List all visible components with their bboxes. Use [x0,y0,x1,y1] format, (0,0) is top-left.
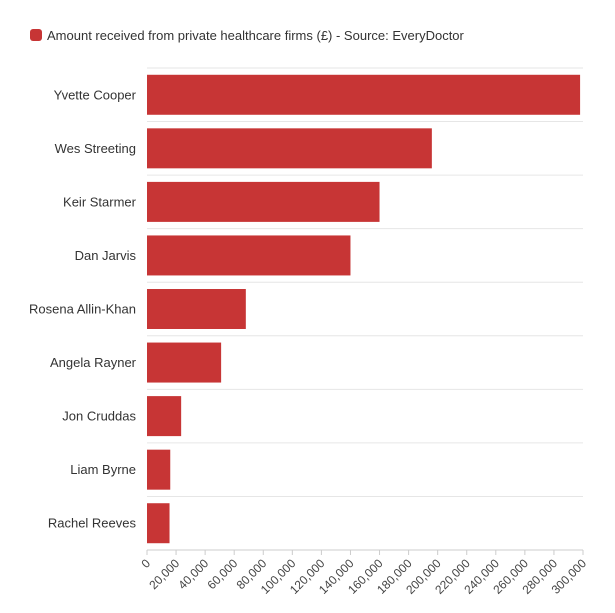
category-label: Wes Streeting [55,141,136,156]
bar [147,449,171,490]
x-tick-label: 60,000 [204,556,240,592]
x-tick-label: 40,000 [175,556,211,592]
category-label: Rosena Allin-Khan [29,302,136,317]
bar [147,342,222,383]
category-label: Jon Cruddas [62,409,136,424]
category-label: Angela Rayner [50,355,137,370]
bar [147,74,581,115]
bar [147,181,380,222]
bar [147,503,170,544]
bar [147,235,351,276]
bar [147,396,182,437]
category-label: Yvette Cooper [54,87,137,102]
legend-swatch [30,29,42,41]
x-tick-label: 0 [138,556,153,571]
legend-label: Amount received from private healthcare … [47,27,464,43]
category-label: Liam Byrne [70,462,136,477]
category-label: Keir Starmer [63,194,137,209]
legend: Amount received from private healthcare … [30,26,464,44]
bar [147,289,246,329]
category-label: Dan Jarvis [75,248,137,263]
bar [147,128,432,169]
category-label: Rachel Reeves [48,516,137,531]
x-tick-label: 20,000 [146,556,182,592]
